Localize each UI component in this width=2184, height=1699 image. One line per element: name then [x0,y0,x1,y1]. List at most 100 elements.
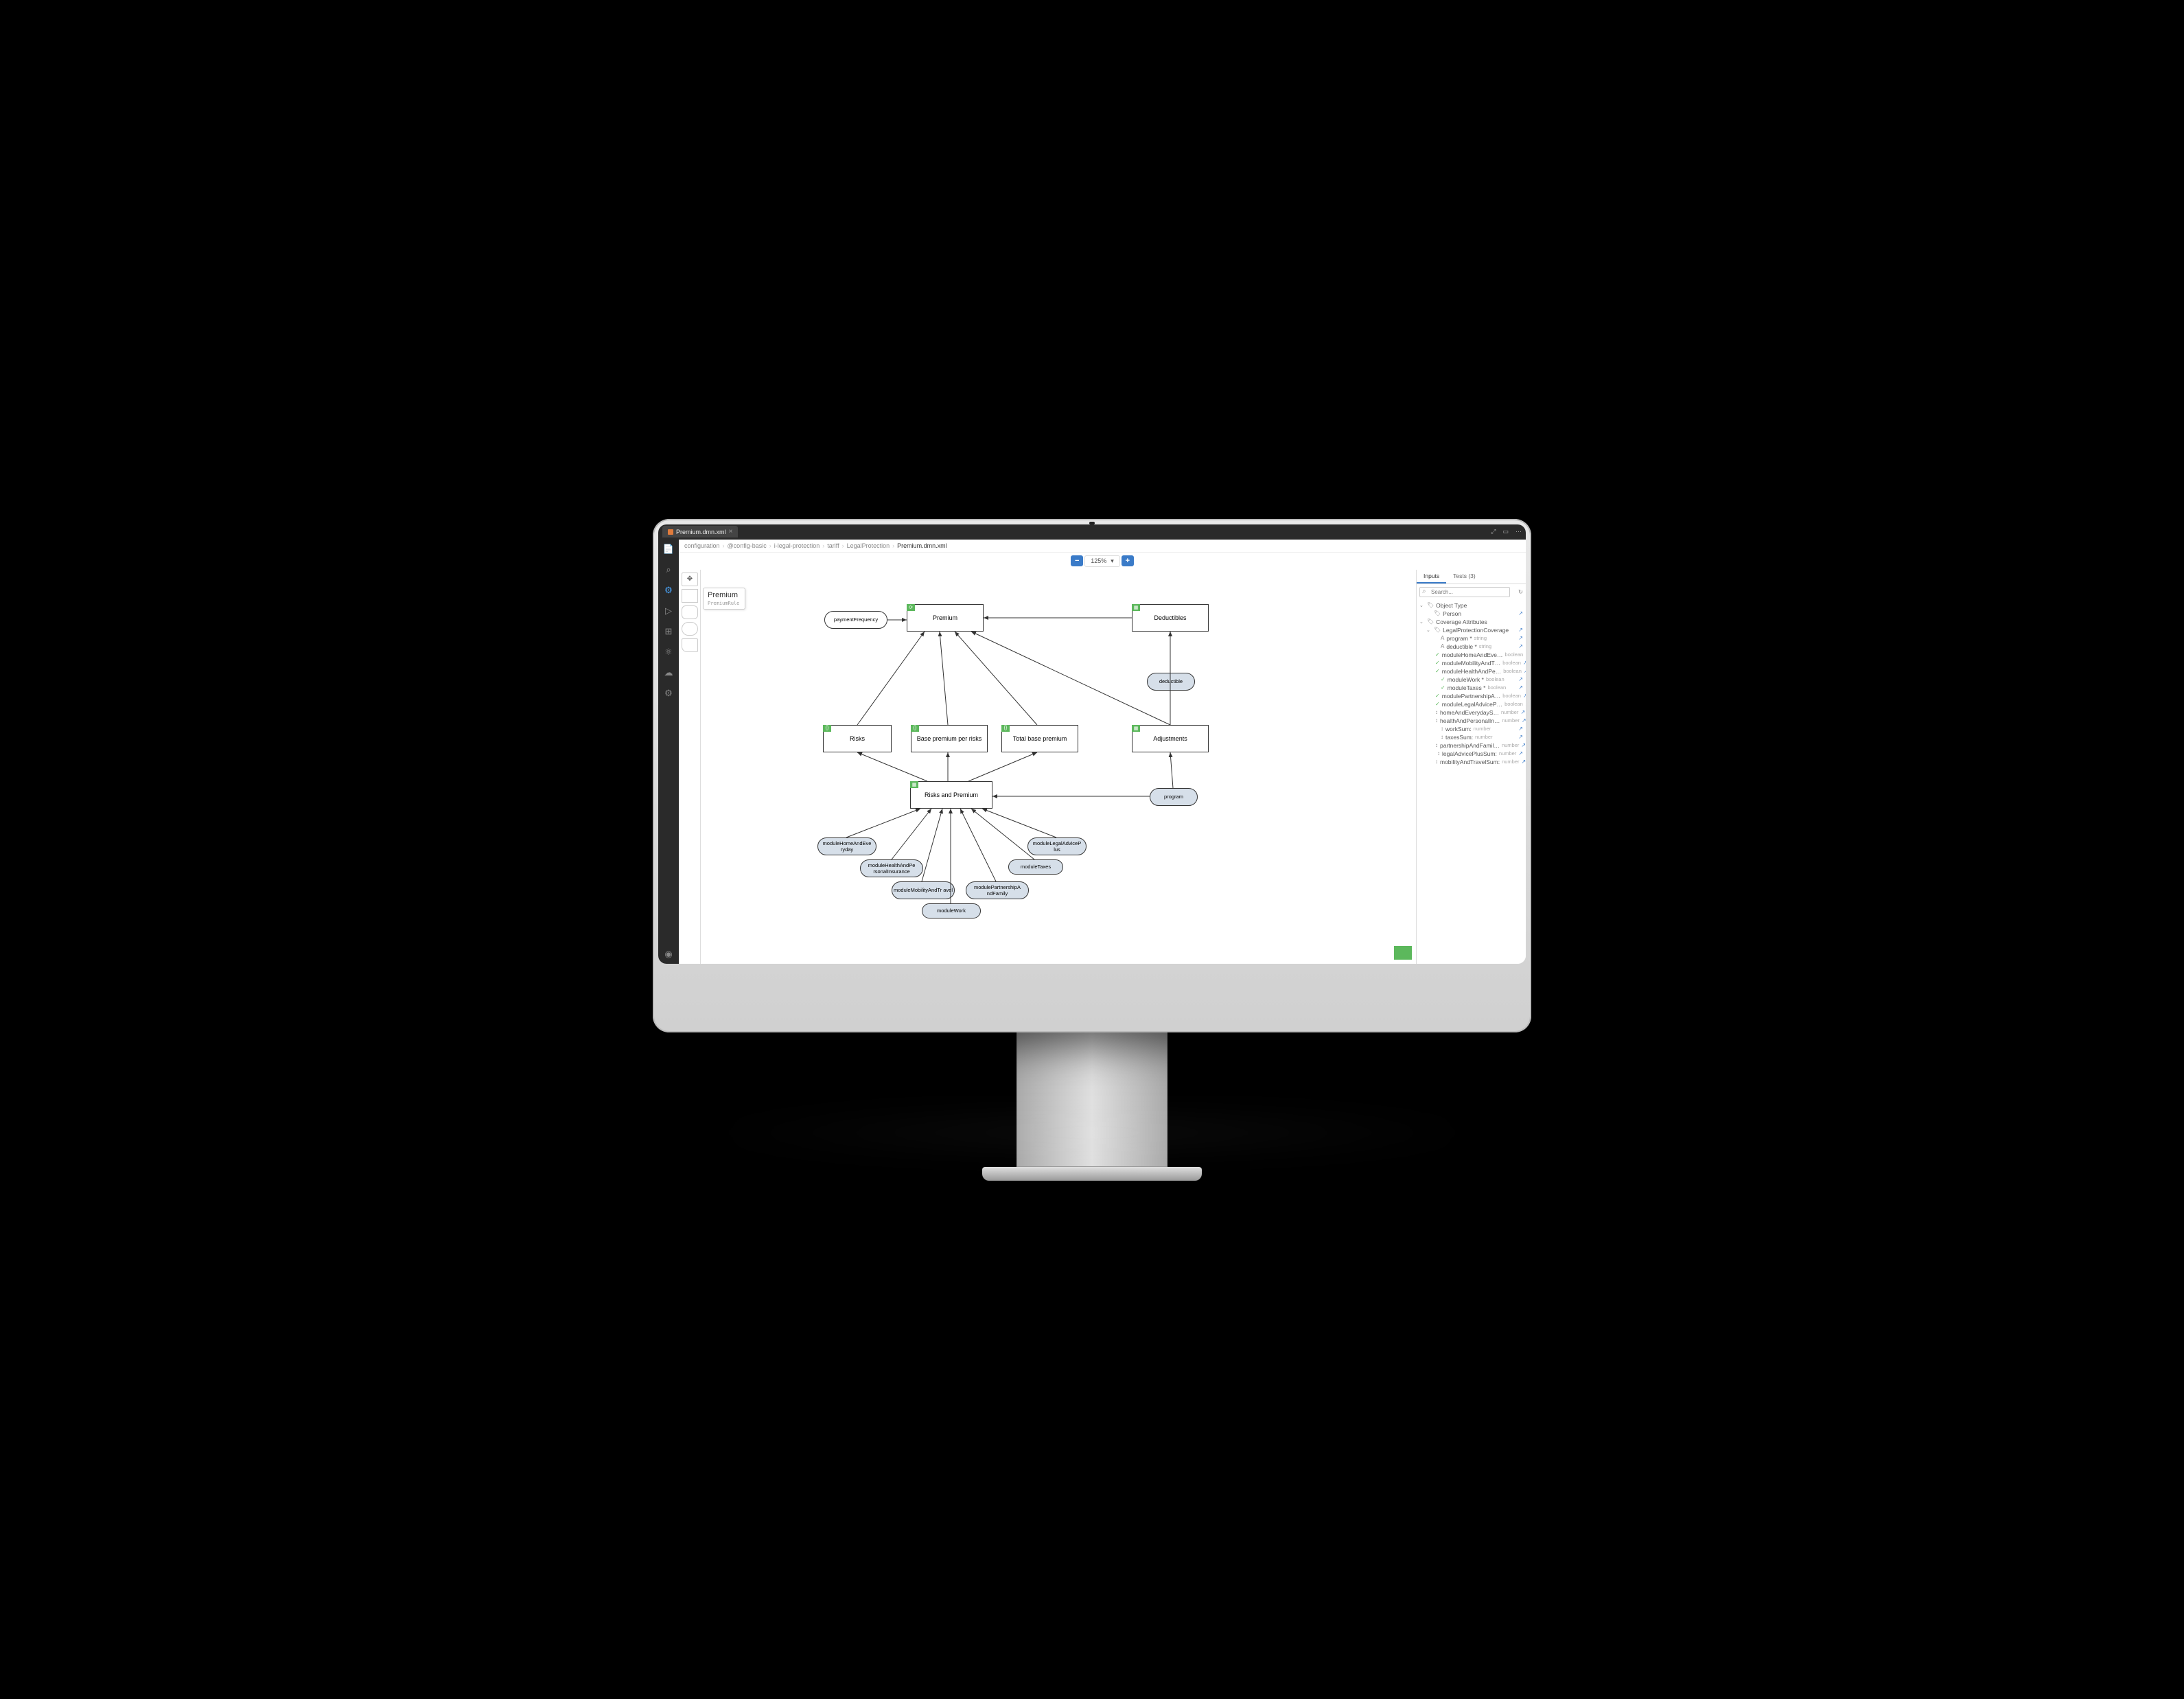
breadcrumb-segment[interactable]: i-legal-protection [774,542,820,549]
tree-row[interactable]: ✓modulePartnershipA…boolean↗ [1419,692,1523,700]
zoom-in-button[interactable]: + [1122,555,1134,566]
tree-row[interactable]: ↕partnershipAndFamil…number↗ [1419,741,1523,750]
node-badge-icon: ▦ [910,781,918,788]
tree-row[interactable]: 🏷Person↗ [1419,610,1523,618]
tree-row[interactable]: ⌄🏷LegalProtectionCoverage↗ [1419,626,1523,634]
node-moduleLegalAdvicePlus[interactable]: moduleLegalAdviceP lus [1027,837,1087,855]
node-Deductibles[interactable]: Deductibles▦ [1132,604,1209,632]
node-badge-icon: ▦ [1132,604,1140,611]
tree-row[interactable]: ✓moduleHomeAndEve…boolean↗ [1419,651,1523,659]
node-Premium[interactable]: Premium⟳ [907,604,984,632]
tree-row[interactable]: ✓moduleWork *boolean↗ [1419,675,1523,684]
external-link-icon[interactable]: ↗ [1522,759,1526,765]
node-deductible[interactable]: deductible [1147,673,1195,691]
node-Adjustments[interactable]: Adjustments▦ [1132,725,1209,752]
tool-move[interactable]: ✥ [682,573,698,586]
tree-row[interactable]: ✓moduleMobilityAndT…boolean↗ [1419,659,1523,667]
activity-search-icon[interactable]: ⌕ [663,564,674,575]
breadcrumb-segment[interactable]: tariff [827,542,839,549]
file-tab[interactable]: Premium.dmn.xml × [662,526,738,538]
tree-row[interactable]: ⌄🏷Coverage Attributes [1419,618,1523,626]
tree-row[interactable]: ↕legalAdvicePlusSum:number↗ [1419,750,1523,758]
tree-row[interactable]: ↕healthAndPersonalIn…number↗ [1419,717,1523,725]
node-RisksAndPremium[interactable]: Risks and Premium▦ [910,781,992,809]
tool-annotation[interactable] [682,638,698,652]
node-badge-icon: {} [911,725,919,732]
activity-account-icon[interactable]: ◉ [663,949,674,960]
activity-config-icon[interactable]: ⚙ [663,585,674,596]
zoom-out-button[interactable]: − [1071,555,1083,566]
search-input[interactable] [1419,587,1510,597]
tree-row[interactable]: ⌄🏷Object Type [1419,601,1523,610]
side-panel: Inputs Tests (3) ↻ ⌄🏷Object Type🏷Person↗… [1416,570,1526,964]
tree-row[interactable]: ✓moduleTaxes *boolean↗ [1419,684,1523,692]
node-badge-icon: ▦ [1132,725,1140,732]
node-TotalBasePremium[interactable]: Total base premium{} [1001,725,1078,752]
external-link-icon[interactable]: ↗ [1518,734,1523,740]
node-moduleMobilityAndTravel[interactable]: moduleMobilityAndTr avel [892,881,955,899]
external-link-icon[interactable]: ↗ [1525,701,1526,707]
node-moduleWork[interactable]: moduleWork [922,903,981,918]
breadcrumb-segment[interactable]: Premium.dmn.xml [897,542,947,549]
external-link-icon[interactable]: ↗ [1523,660,1526,666]
external-link-icon[interactable]: ↗ [1522,717,1526,724]
external-link-icon[interactable]: ↗ [1518,676,1523,682]
tool-rounded[interactable] [682,605,698,619]
node-BasePremiumPerRisks[interactable]: Base premium per risks{} [911,725,988,752]
close-tab-icon[interactable]: × [729,528,733,535]
external-link-icon[interactable]: ↗ [1520,709,1525,715]
external-link-icon[interactable]: ↗ [1518,610,1523,616]
tree-row[interactable]: Adeductible *string↗ [1419,643,1523,651]
external-link-icon[interactable]: ↗ [1518,726,1523,732]
activity-run-icon[interactable]: ▷ [663,605,674,616]
tree-row[interactable]: ↕taxesSum:number↗ [1419,733,1523,741]
zoom-bar: − 125% ▾ + [679,553,1526,570]
activity-cloud-icon[interactable]: ☁ [663,667,674,678]
node-modulePartnershipAndFamily[interactable]: modulePartnershipA ndFamily [966,881,1029,899]
monitor-base [982,1167,1202,1181]
node-Risks[interactable]: Risks{} [823,725,892,752]
tree-row[interactable]: ↕homeAndEverydayS…number↗ [1419,708,1523,717]
activity-extensions-icon[interactable]: ⊞ [663,626,674,637]
palette: ✥ [679,570,701,964]
breadcrumb-segment[interactable]: configuration [684,542,720,549]
tab-tests[interactable]: Tests (3) [1446,570,1483,583]
tree-row[interactable]: Aprogram *string↗ [1419,634,1523,643]
screen: Premium.dmn.xml × ⤢ ▭ ⋯ 📄 ⌕ ⚙ ▷ ⊞ ⚛ ☁ [658,524,1526,964]
zoom-text: 125% [1091,557,1106,564]
node-moduleHealthAndPersonal[interactable]: moduleHealthAndPe rsonalInsurance [860,859,923,877]
external-link-icon[interactable]: ↗ [1518,627,1523,633]
tree-row[interactable]: ✓moduleLegalAdviceP…boolean↗ [1419,700,1523,708]
zoom-value[interactable]: 125% ▾ [1084,555,1120,567]
activity-graph-icon[interactable]: ⚛ [663,647,674,658]
tree-row[interactable]: ↕mobilityAndTravelSum:number↗ [1419,758,1523,766]
titlebar-action-2[interactable]: ⋯ [1515,528,1522,535]
node-moduleTaxes[interactable]: moduleTaxes [1008,859,1063,875]
external-link-icon[interactable]: ↗ [1525,651,1526,658]
external-link-icon[interactable]: ↗ [1518,750,1523,756]
node-program[interactable]: program [1150,788,1198,806]
breadcrumb-segment[interactable]: @config-basic [728,542,767,549]
breadcrumb-segment[interactable]: LegalProtection [847,542,890,549]
tab-inputs[interactable]: Inputs [1417,570,1446,583]
external-link-icon[interactable]: ↗ [1524,668,1526,674]
tree-row[interactable]: ↕workSum:number↗ [1419,725,1523,733]
external-link-icon[interactable]: ↗ [1518,643,1523,649]
inputs-tree[interactable]: ⌄🏷Object Type🏷Person↗⌄🏷Coverage Attribut… [1417,600,1526,964]
breadcrumb[interactable]: configuration›@config-basic›i-legal-prot… [679,540,1526,553]
external-link-icon[interactable]: ↗ [1518,635,1523,641]
activity-settings-icon[interactable]: ⚙ [663,688,674,699]
activity-files-icon[interactable]: 📄 [663,544,674,555]
node-moduleHomeAndEveryday[interactable]: moduleHomeAndEve ryday [817,837,876,855]
external-link-icon[interactable]: ↗ [1521,742,1526,748]
tree-row[interactable]: ✓moduleHealthAndPe…boolean↗ [1419,667,1523,675]
titlebar-action-0[interactable]: ⤢ [1491,528,1496,535]
node-paymentFrequency[interactable]: paymentFrequency [824,611,887,629]
tool-rect[interactable] [682,589,698,603]
titlebar-action-1[interactable]: ▭ [1502,528,1509,535]
tool-pill[interactable] [682,622,698,636]
external-link-icon[interactable]: ↗ [1518,684,1523,691]
external-link-icon[interactable]: ↗ [1523,693,1526,699]
refresh-icon[interactable]: ↻ [1518,588,1523,596]
diagram-canvas[interactable]: paymentFrequency Premium⟳ Deductibles▦ dedu… [701,570,1416,964]
